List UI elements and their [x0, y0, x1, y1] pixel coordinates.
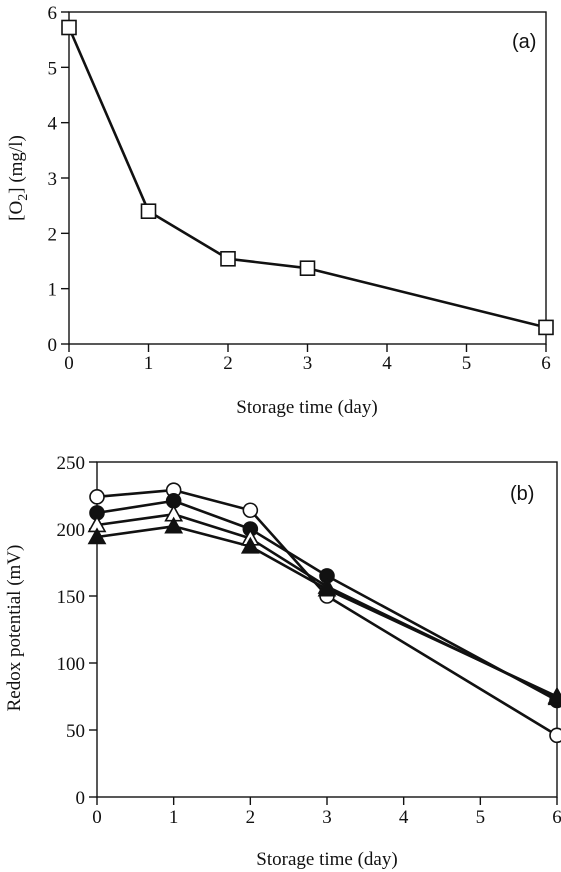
panel-a-series-1-point [538, 319, 554, 336]
panel-a-series-1-line [67, 26, 547, 329]
panel-a-series-1-point [140, 203, 157, 219]
panel-a-x-tick-label: 1 [144, 353, 154, 374]
panel-a-y-axis: 0 1 2 3 4 5 6 [48, 3, 69, 356]
panel-b-x-tick-label: 3 [322, 807, 332, 828]
panel-b-y-tick-label: 50 [66, 721, 85, 742]
panel-a-y-axis-label: [O2] (mg/l) [6, 135, 31, 221]
panel-a-label: (a) [512, 31, 536, 53]
panel-b-series-1-point [549, 727, 561, 744]
panel-a-x-tick-label: 5 [462, 353, 472, 374]
panel-b-series-4-line [96, 524, 558, 698]
panel-a-y-tick-label: 6 [48, 3, 58, 24]
panel-a-x-tick-label: 6 [541, 353, 551, 374]
panel-a-y-label-suffix: ] (mg/l) [6, 135, 27, 194]
panel-a-y-tick-label: 4 [48, 114, 58, 135]
panel-a-x-tick-label: 2 [223, 353, 233, 374]
panel-a-plot-frame [68, 11, 547, 345]
panel-b-y-tick-label: 100 [57, 654, 86, 675]
panel-a-y-label-subscript: 2 [16, 194, 31, 201]
panel-a-y-tick-label: 5 [48, 58, 58, 79]
panel-b-x-axis: 0 1 2 3 4 5 6 [92, 797, 561, 828]
panel-b-y-tick-label: 150 [57, 587, 86, 608]
panel-a-y-tick-label: 2 [48, 224, 58, 245]
panel-b-series-4-point [87, 527, 107, 545]
panel-b-label: (b) [510, 483, 534, 505]
panel-a-x-tick-label: 4 [382, 353, 392, 374]
panel-a-x-tick-label: 3 [303, 353, 313, 374]
panel-b-y-axis: 0 50 100 150 200 250 [57, 453, 97, 809]
panel-b-y-tick-label: 250 [57, 453, 86, 474]
panel-a-series-1-point [299, 260, 316, 276]
panel-a-x-tick-label: 0 [64, 353, 74, 374]
panel-b-series-1-point [89, 489, 105, 505]
panel-b-x-axis-label: Storage time (day) [256, 849, 397, 870]
panel-b-plot-frame [96, 461, 558, 798]
panel-a-x-axis: 0 1 2 3 4 5 6 [64, 344, 551, 374]
panel-b-x-tick-label: 2 [246, 807, 256, 828]
panel-b-series-1-point [242, 502, 259, 519]
panel-a-series-1-point [61, 19, 77, 36]
panel-b-series-4-point [240, 536, 260, 554]
panel-b-y-axis-label: Redox potential (mV) [4, 545, 25, 712]
panel-a-y-tick-label: 1 [48, 280, 58, 301]
panel-b-series-4-point [164, 516, 184, 534]
panel-a-chart: 0 1 2 3 4 5 6 0 1 2 3 4 5 6 (a) Storage time (day) [… [6, 3, 554, 418]
panel-a-series-1-point [220, 250, 236, 267]
panel-a-y-tick-label: 3 [48, 169, 58, 190]
panel-b-x-tick-label: 5 [476, 807, 486, 828]
panel-b-chart: 0 1 2 3 4 5 6 0 50 100 150 200 250 (b) Storage time… [4, 453, 561, 870]
panel-a-x-axis-label: Storage time (day) [236, 397, 377, 418]
panel-a-series-group [61, 19, 554, 336]
panel-a-y-tick-label: 0 [48, 335, 58, 356]
panel-b-series-group [87, 482, 561, 744]
panel-b-y-tick-label: 0 [76, 788, 86, 809]
panel-a-y-label-prefix: [O [6, 201, 27, 221]
panel-b-y-tick-label: 200 [57, 520, 86, 541]
panel-b-x-tick-label: 0 [92, 807, 102, 828]
panel-b-x-tick-label: 6 [552, 807, 561, 828]
panel-b-series-3-line [96, 512, 558, 699]
panel-b-x-tick-label: 4 [399, 807, 409, 828]
panel-b-x-tick-label: 1 [169, 807, 179, 828]
panel-b-series-4-point [317, 579, 337, 597]
panel-b-series-4-point [547, 686, 561, 704]
